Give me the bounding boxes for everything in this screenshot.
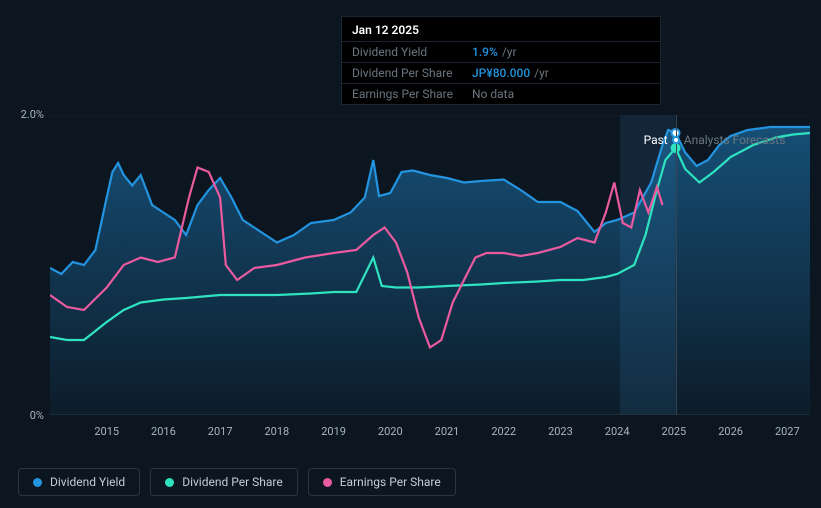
tooltip-value: 1.9% xyxy=(472,45,498,59)
series-fill-dividend-yield xyxy=(50,127,810,415)
tooltip-label: Earnings Per Share xyxy=(352,87,472,101)
x-tick: 2017 xyxy=(208,425,233,438)
chart-plot[interactable] xyxy=(50,115,810,415)
legend-label: Dividend Yield xyxy=(50,475,125,489)
x-tick: 2021 xyxy=(435,425,460,438)
tooltip-label: Dividend Per Share xyxy=(352,66,472,80)
x-tick: 2024 xyxy=(605,425,630,438)
tooltip-value: No data xyxy=(472,87,514,101)
forecast-text: Analysts Forecasts xyxy=(684,133,786,147)
y-tick-min: 0% xyxy=(4,409,44,422)
legend-item-dividend-yield[interactable]: Dividend Yield xyxy=(18,468,140,496)
legend-label: Dividend Per Share xyxy=(182,475,283,489)
past-forecast-dot-icon xyxy=(672,136,680,144)
tooltip-unit: /yr xyxy=(502,45,517,59)
tooltip-value: JP¥80.000 xyxy=(472,66,530,80)
x-tick: 2018 xyxy=(264,425,289,438)
x-tick: 2019 xyxy=(321,425,346,438)
legend-swatch-icon xyxy=(165,478,174,487)
x-tick: 2022 xyxy=(491,425,516,438)
x-tick: 2026 xyxy=(718,425,743,438)
legend-item-earnings-per-share[interactable]: Earnings Per Share xyxy=(308,468,456,496)
cursor-line xyxy=(676,115,677,415)
past-text: Past xyxy=(644,133,668,147)
legend-swatch-icon xyxy=(323,478,332,487)
x-tick: 2016 xyxy=(151,425,176,438)
x-tick: 2025 xyxy=(662,425,687,438)
chart-container: 2.0% 0% 2015 2016 2017 2018 2019 2020 2021 2022… xyxy=(0,0,821,508)
legend-swatch-icon xyxy=(33,478,42,487)
tooltip-unit: /yr xyxy=(534,66,549,80)
y-tick-max: 2.0% xyxy=(4,108,44,121)
tooltip-row-dividend-per-share: Dividend Per Share JP¥80.000 /yr xyxy=(342,62,660,83)
legend-item-dividend-per-share[interactable]: Dividend Per Share xyxy=(150,468,298,496)
x-tick: 2023 xyxy=(548,425,573,438)
tooltip-row-earnings-per-share: Earnings Per Share No data xyxy=(342,83,660,104)
legend: Dividend Yield Dividend Per Share Earnings… xyxy=(18,468,456,496)
legend-label: Earnings Per Share xyxy=(340,475,441,489)
tooltip: Jan 12 2025 Dividend Yield 1.9% /yr Divi… xyxy=(341,16,661,105)
tooltip-row-dividend-yield: Dividend Yield 1.9% /yr xyxy=(342,41,660,62)
x-tick: 2027 xyxy=(775,425,800,438)
past-forecast-label: Past Analysts Forecasts xyxy=(644,133,786,147)
tooltip-date: Jan 12 2025 xyxy=(342,17,660,41)
x-tick: 2020 xyxy=(378,425,403,438)
tooltip-label: Dividend Yield xyxy=(352,45,472,59)
x-tick: 2015 xyxy=(94,425,119,438)
